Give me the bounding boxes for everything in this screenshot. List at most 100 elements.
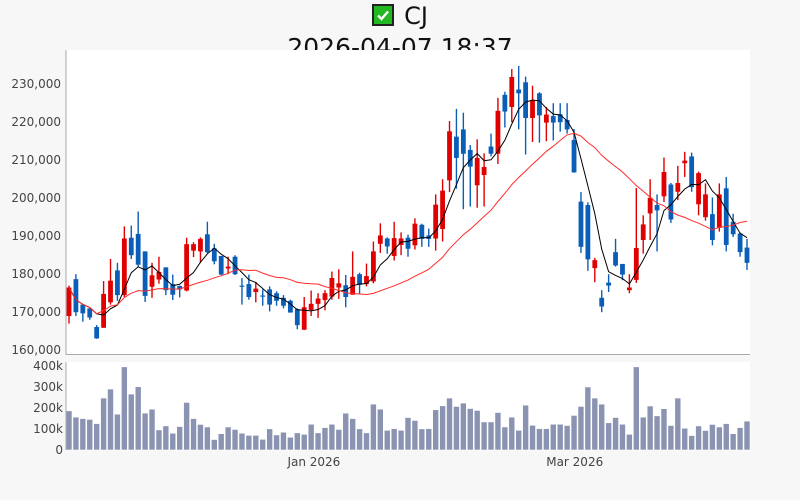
candle-body	[523, 82, 529, 119]
volume-bar	[294, 432, 301, 451]
candle	[246, 274, 252, 300]
candle	[571, 129, 577, 173]
candle	[737, 232, 743, 257]
volume-bar	[688, 435, 695, 451]
candle	[121, 226, 127, 297]
candle	[661, 157, 667, 202]
volume-bar	[259, 439, 267, 451]
candle-body	[737, 233, 743, 253]
candle	[495, 97, 501, 164]
candle-body	[488, 146, 494, 154]
candle	[128, 225, 134, 259]
candle	[723, 176, 729, 252]
volume-bar	[418, 428, 426, 451]
volume-bar	[190, 418, 197, 451]
candle	[419, 223, 425, 247]
price-tick-label: 180,000	[11, 267, 61, 281]
candle-body	[211, 248, 217, 262]
candle-body	[661, 171, 667, 197]
volume-bar	[543, 428, 550, 451]
volume-bar	[314, 432, 322, 451]
volume-bar	[127, 393, 135, 451]
volume-bar	[307, 423, 315, 451]
candle-body	[377, 235, 383, 244]
volume-tick-label: 0	[55, 443, 63, 457]
candle-body	[405, 237, 411, 249]
candle	[87, 308, 93, 320]
volume-bar	[639, 416, 647, 451]
ticker-label: CJ	[404, 2, 428, 30]
volume-tick-label: 300k	[33, 380, 63, 394]
candle	[253, 281, 259, 303]
volume-bar	[141, 412, 149, 451]
candle	[384, 237, 390, 254]
candle	[73, 274, 79, 316]
candle-body	[440, 190, 445, 229]
volume-bar	[231, 429, 239, 451]
candle-body	[308, 303, 314, 310]
candle-body	[336, 283, 342, 288]
candle	[509, 69, 515, 123]
candle	[682, 151, 688, 177]
candle-body	[218, 255, 224, 275]
volume-bar	[100, 397, 107, 451]
candle	[703, 183, 708, 221]
candle-body	[391, 238, 397, 256]
volume-bar	[646, 405, 654, 451]
volume-bar	[224, 426, 232, 451]
candle	[80, 304, 86, 322]
candle-body	[668, 184, 674, 220]
volume-bar	[404, 417, 412, 451]
candle-body	[654, 205, 660, 211]
candle-body	[613, 252, 618, 266]
candle	[308, 290, 314, 316]
volume-bar	[480, 421, 488, 451]
candle	[460, 112, 466, 210]
candle	[516, 65, 522, 130]
price-plot-area	[66, 50, 750, 354]
candle	[412, 218, 418, 250]
volume-bar	[425, 428, 433, 451]
volume-bar	[612, 417, 619, 451]
candle	[301, 297, 307, 331]
candle-body	[481, 167, 487, 176]
volume-bar	[335, 429, 343, 451]
volume-bar	[487, 421, 495, 451]
moving-average-line-ma20	[68, 132, 748, 315]
volume-bar	[155, 429, 163, 451]
moving-average-line-ma5	[68, 99, 748, 316]
candle-body	[177, 285, 183, 290]
candle-body	[108, 280, 113, 303]
volume-bar	[619, 423, 626, 451]
candle-body	[703, 194, 708, 218]
candle	[599, 290, 605, 313]
check-icon	[372, 4, 395, 26]
candle	[364, 263, 369, 287]
volume-bar	[674, 397, 682, 451]
candle	[481, 153, 487, 207]
volume-bar	[460, 402, 467, 451]
candle-body	[585, 205, 591, 260]
candle	[405, 234, 411, 257]
candle-body	[647, 197, 653, 214]
volume-bar	[439, 405, 446, 451]
candle-body	[135, 233, 141, 265]
candle	[578, 192, 584, 253]
candle-body	[329, 278, 335, 297]
volume-bar	[176, 426, 183, 451]
candle	[260, 289, 266, 306]
volume-bar	[370, 403, 377, 451]
volume-bar	[529, 424, 536, 451]
volume-bar	[432, 409, 439, 451]
candle-body	[467, 149, 473, 167]
candle-body	[723, 188, 729, 245]
candle	[322, 290, 328, 311]
candle	[440, 179, 445, 242]
volume-tick-label: 200k	[33, 401, 63, 415]
candle	[391, 221, 397, 261]
candle-body	[530, 100, 535, 119]
volume-bar	[722, 423, 730, 451]
volume-bar	[508, 416, 516, 451]
candle-body	[592, 260, 598, 269]
volume-bar	[556, 423, 564, 451]
